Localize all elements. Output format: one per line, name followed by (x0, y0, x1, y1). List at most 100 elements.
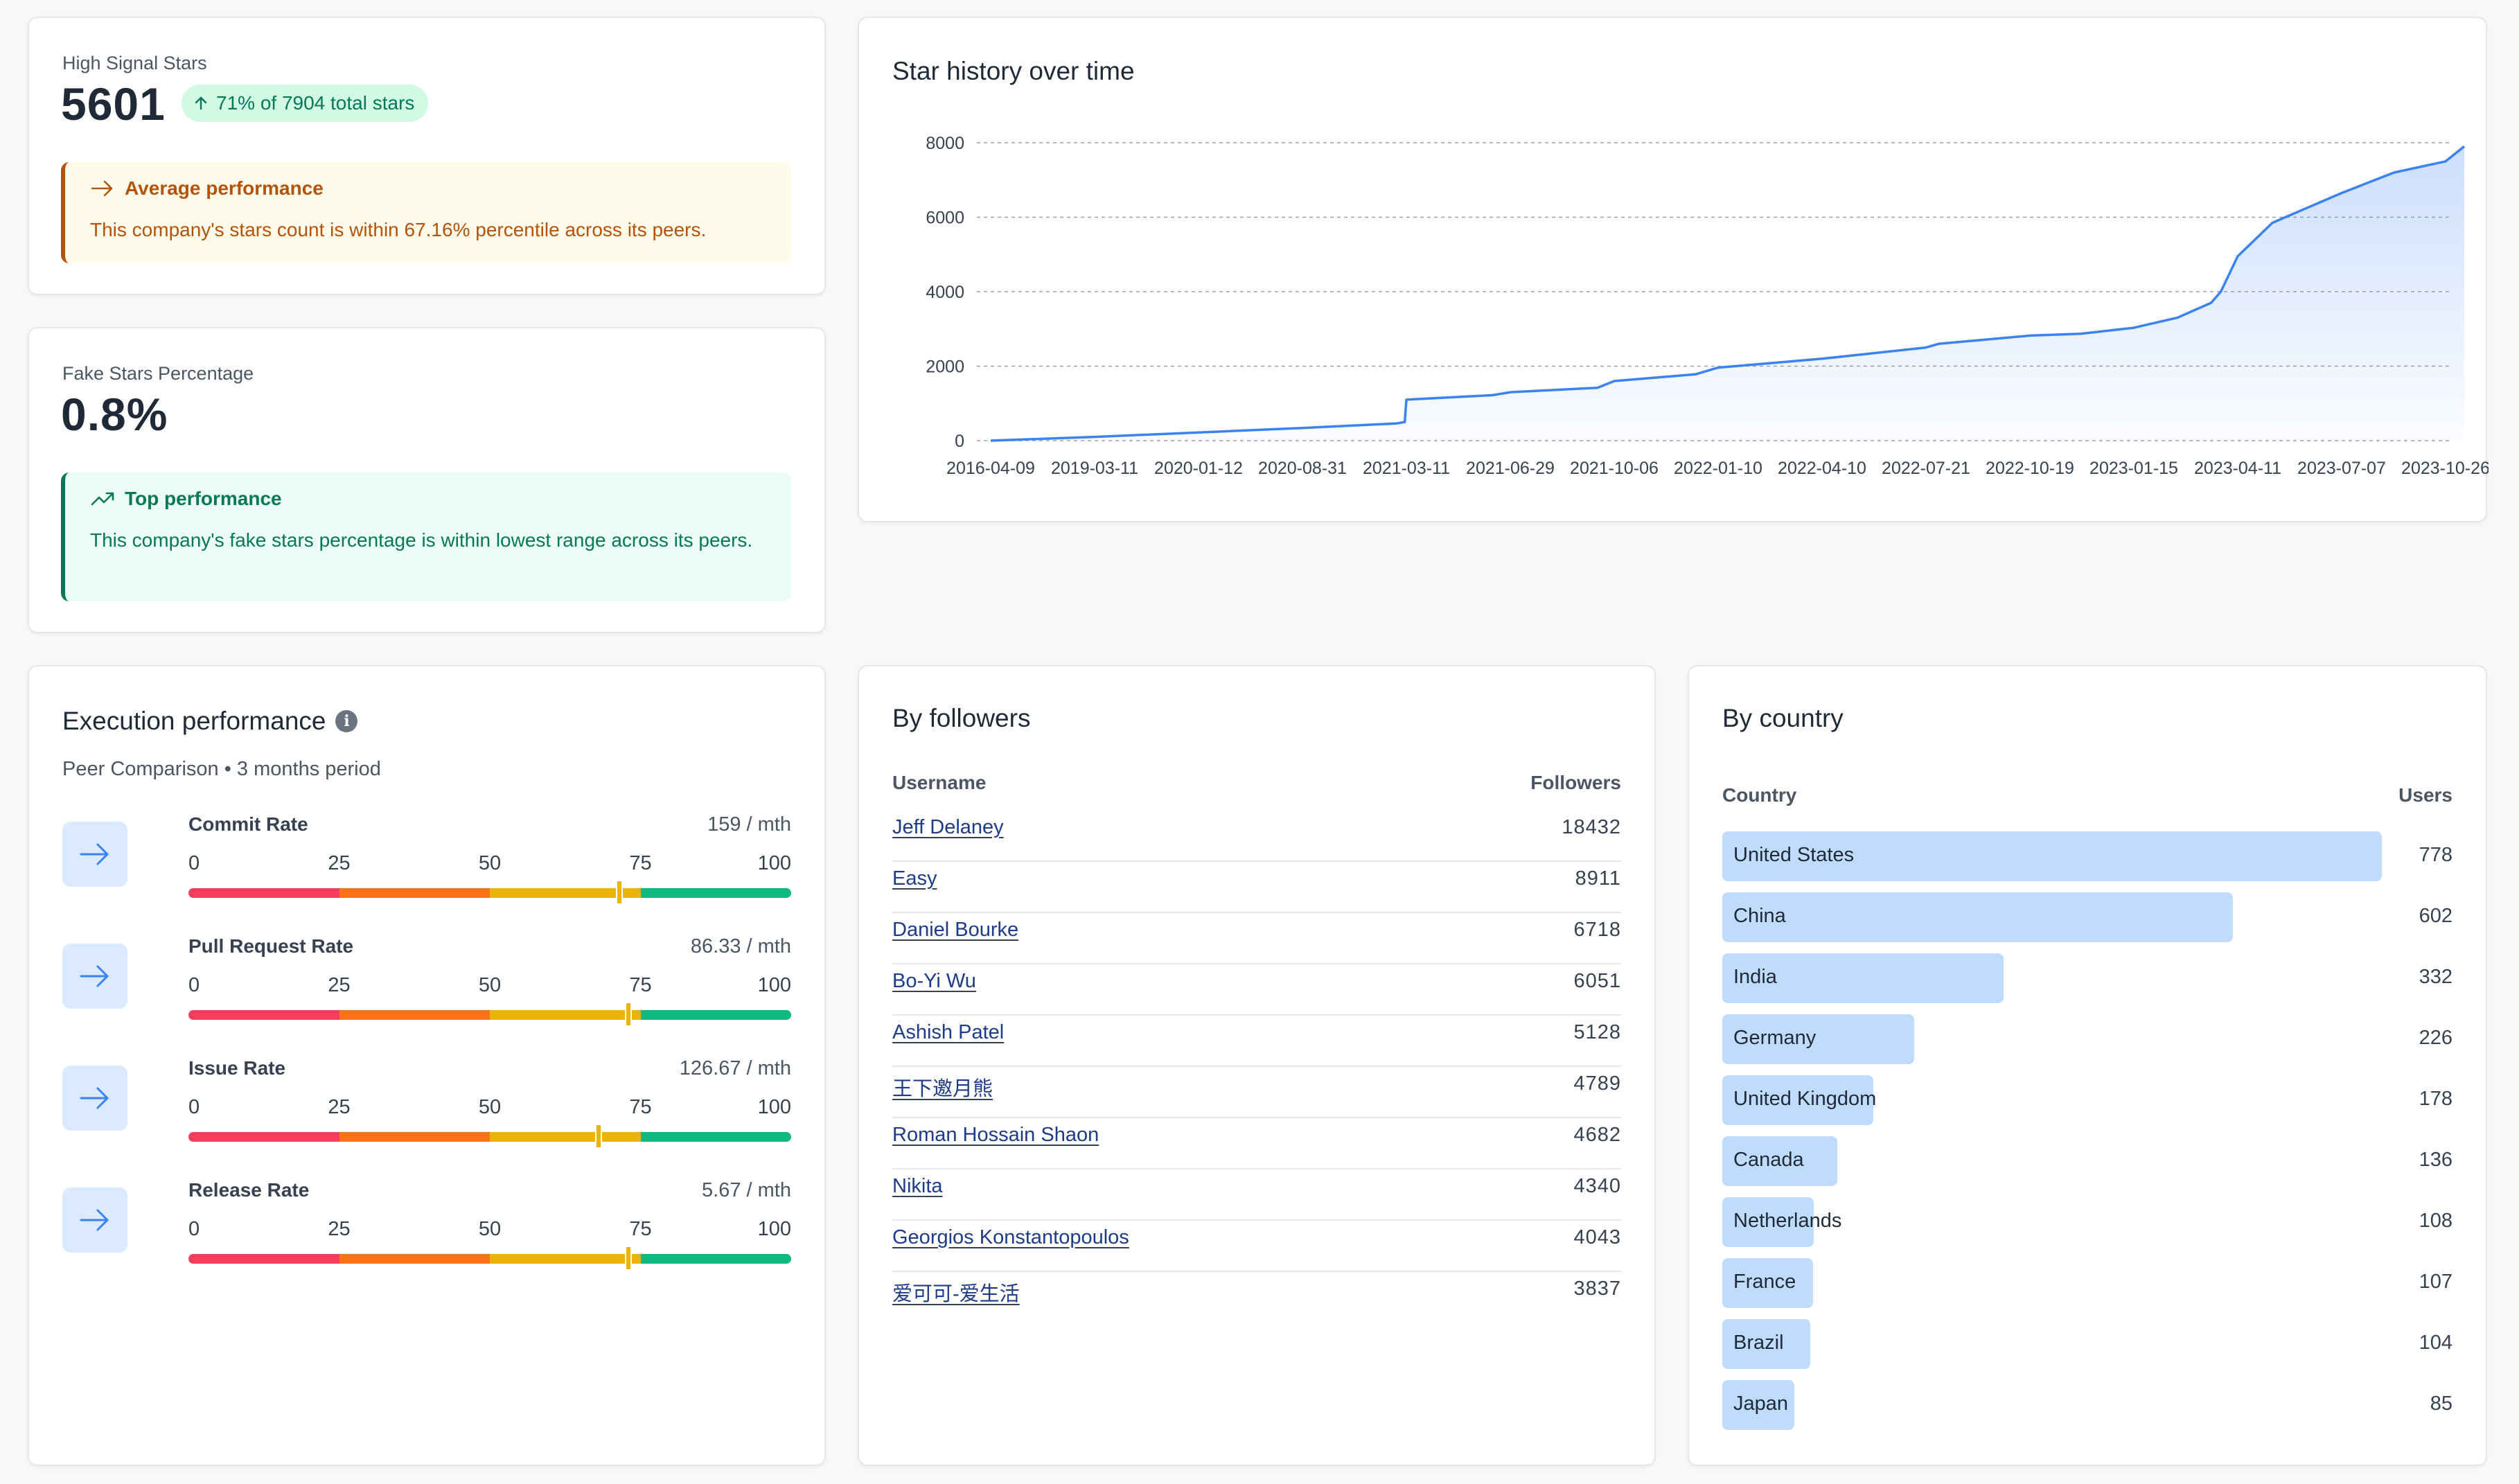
execution-title: Execution performance i (62, 707, 358, 736)
callout-title: Average performance (125, 177, 324, 199)
fake-stars-value: 0.8% (61, 389, 168, 440)
scale-tick-label: 50 (478, 852, 502, 874)
username-link[interactable]: Roman Hossain Shaon (892, 1124, 1099, 1146)
info-icon[interactable]: i (335, 710, 358, 732)
metric-bar (188, 888, 791, 898)
arrow-right-icon (62, 1066, 127, 1131)
arrow-right-icon (62, 944, 127, 1009)
scale-tick-label: 50 (478, 1218, 502, 1240)
username-link[interactable]: Georgios Konstantopoulos (892, 1226, 1129, 1248)
scale-tick-label: 100 (757, 852, 791, 874)
top-performance-callout: Top performance This company's fake star… (61, 472, 791, 601)
country-name: Netherlands (1733, 1210, 1842, 1232)
star-history-line (990, 145, 2466, 442)
username-link[interactable]: Ashish Patel (892, 1021, 1005, 1043)
follower-count: 3837 (1573, 1278, 1621, 1300)
bar-segment (339, 1132, 490, 1142)
country-users: 108 (2419, 1210, 2452, 1232)
metric-bar (188, 1010, 791, 1020)
username-link[interactable]: 爱可可-爱生活 (892, 1283, 1020, 1305)
scale-tick-label: 75 (629, 1218, 652, 1240)
username-link[interactable]: Bo-Yi Wu (892, 970, 976, 992)
bar-segment (640, 1132, 791, 1142)
x-tick-label: 2016-04-09 (946, 459, 1035, 478)
metric-row: Issue Rate 126.67 / mth 0 25 50 75 100 (62, 1057, 791, 1175)
high-signal-stars-value: 5601 (61, 78, 166, 130)
username-link[interactable]: Daniel Bourke (892, 919, 1019, 941)
list-item: India 332 (1722, 953, 2452, 1003)
country-name: China (1733, 905, 1786, 927)
follower-count: 4043 (1573, 1226, 1621, 1248)
y-tick-label: 4000 (926, 283, 964, 302)
metric-row: Commit Rate 159 / mth 0 25 50 75 100 (62, 813, 791, 931)
scale-tick-label: 25 (328, 1096, 351, 1118)
callout-title: Top performance (125, 488, 282, 509)
arrow-right-icon (91, 180, 113, 197)
country-users: 602 (2419, 905, 2452, 927)
username-link[interactable]: Nikita (892, 1175, 943, 1197)
list-item: Netherlands 108 (1722, 1197, 2452, 1247)
bar-segment (339, 888, 490, 898)
list-item: France 107 (1722, 1258, 2452, 1308)
country-name: Canada (1733, 1149, 1804, 1171)
country-bar (1722, 1136, 1837, 1186)
x-tick-label: 2020-01-12 (1154, 459, 1243, 478)
scale-tick-label: 25 (328, 852, 351, 874)
star-history-card: Star history over time 0 2000 4000 6000 8000… (858, 17, 2489, 522)
scale-tick-label: 0 (188, 852, 200, 874)
table-row: Georgios Konstantopoulos 4043 (892, 1221, 1621, 1272)
execution-performance-card: Execution performance i Peer Comparison … (28, 665, 826, 1466)
table-row: 爱可可-爱生活 3837 (892, 1272, 1621, 1323)
percentile-marker (625, 1002, 633, 1027)
bar-segment (188, 1132, 339, 1142)
table-row: Daniel Bourke 6718 (892, 913, 1621, 964)
scale-tick-label: 100 (757, 1218, 791, 1240)
high-signal-stars-label: High Signal Stars (62, 53, 207, 73)
country-users: 104 (2419, 1332, 2452, 1354)
arrow-up-icon (195, 96, 207, 110)
metric-row: Release Rate 5.67 / mth 0 25 50 75 100 (62, 1179, 791, 1297)
bar-segment (640, 1010, 791, 1020)
country-name: Brazil (1733, 1332, 1784, 1354)
country-bar (1722, 1014, 1914, 1064)
metric-value: 159 / mth (707, 813, 791, 836)
table-row: 王下邀月熊 4789 (892, 1067, 1621, 1118)
metric-row: Pull Request Rate 86.33 / mth 0 25 50 75 100 (62, 935, 791, 1053)
scale-tick-label: 100 (757, 974, 791, 996)
x-tick-label: 2023-07-07 (2297, 459, 2386, 478)
x-tick-label: 2022-01-10 (1674, 459, 1762, 478)
metric-value: 126.67 / mth (679, 1057, 791, 1079)
scale-tick-label: 0 (188, 974, 200, 996)
country-name: Japan (1733, 1393, 1789, 1415)
country-users: 778 (2419, 844, 2452, 866)
scale-tick-label: 75 (629, 1096, 652, 1118)
metric-scale: 0 25 50 75 100 (188, 974, 791, 996)
country-bar (1722, 831, 2382, 881)
username-link[interactable]: Jeff Delaney (892, 816, 1004, 838)
trending-up-icon (91, 492, 114, 506)
metric-name: Issue Rate (188, 1057, 286, 1079)
execution-subtitle: Peer Comparison • 3 months period (62, 758, 381, 780)
percentile-marker (625, 1246, 633, 1271)
country-name: United States (1733, 844, 1855, 866)
follower-count: 5128 (1573, 1021, 1621, 1043)
followers-card: By followers Username Followers Jeff Del… (858, 665, 1656, 1466)
scale-tick-label: 100 (757, 1096, 791, 1118)
x-tick-label: 2022-10-19 (1986, 459, 2074, 478)
x-tick-label: 2022-07-21 (1882, 459, 1970, 478)
followers-title: By followers (892, 704, 1031, 732)
country-bar (1722, 1319, 1810, 1369)
username-link[interactable]: 王下邀月熊 (892, 1078, 993, 1100)
scale-tick-label: 75 (629, 852, 652, 874)
metric-bar (188, 1132, 791, 1142)
country-bar (1722, 892, 2233, 942)
total-stars-badge: 71% of 7904 total stars (182, 85, 429, 122)
star-history-title: Star history over time (892, 57, 1135, 85)
username-link[interactable]: Easy (892, 867, 937, 890)
percentile-marker (616, 880, 624, 905)
follower-count: 4789 (1573, 1072, 1621, 1095)
table-row: Bo-Yi Wu 6051 (892, 964, 1621, 1016)
arrow-right-icon (62, 1187, 127, 1253)
metric-name: Pull Request Rate (188, 935, 354, 957)
x-tick-label: 2023-01-15 (2089, 459, 2178, 478)
